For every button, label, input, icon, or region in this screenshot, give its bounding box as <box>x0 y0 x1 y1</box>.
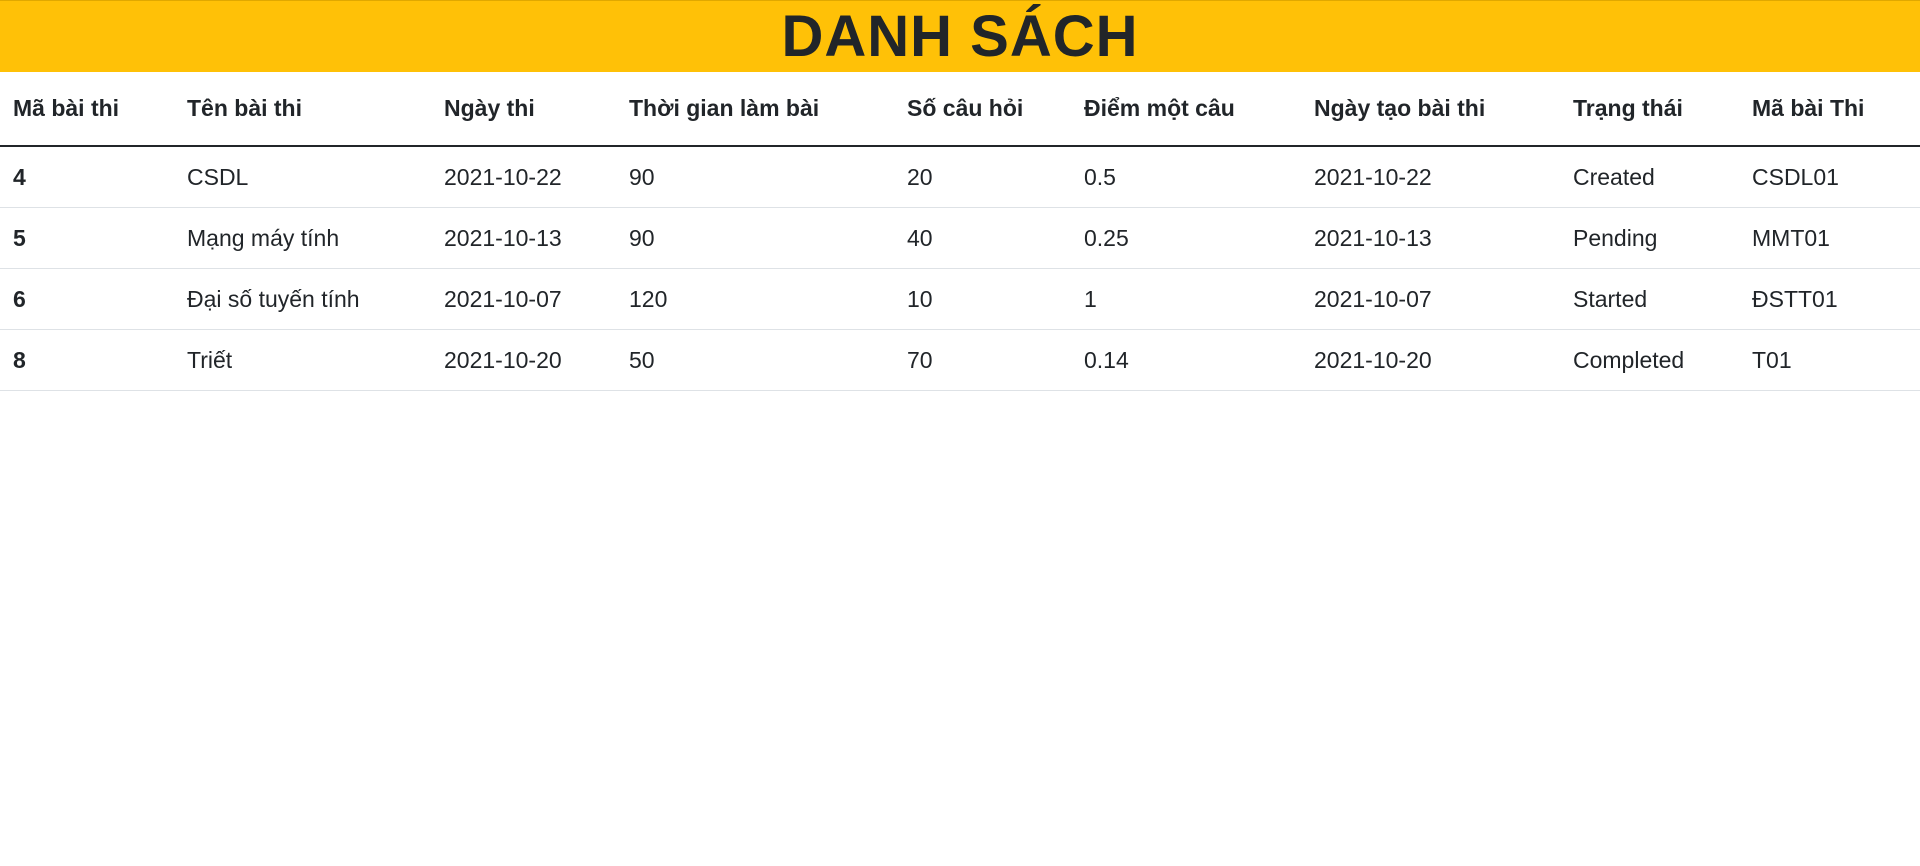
table-body: 4 CSDL 2021-10-22 90 20 0.5 2021-10-22 C… <box>0 146 1920 391</box>
cell-exam-date: 2021-10-07 <box>431 268 616 330</box>
cell-duration: 120 <box>616 268 894 330</box>
cell-exam-name: Đại số tuyến tính <box>174 268 431 330</box>
table-row: 6 Đại số tuyến tính 2021-10-07 120 10 1 … <box>0 268 1920 330</box>
column-header-exam-date: Ngày thi <box>431 72 616 147</box>
cell-exam-date: 2021-10-13 <box>431 207 616 269</box>
cell-exam-code: ĐSTT01 <box>1739 268 1920 330</box>
page-title: DANH SÁCH <box>781 3 1139 69</box>
cell-exam-name: CSDL <box>174 146 431 208</box>
header-row: Mã bài thi Tên bài thi Ngày thi Thời gia… <box>0 72 1920 147</box>
cell-exam-code: MMT01 <box>1739 207 1920 269</box>
cell-duration: 90 <box>616 146 894 208</box>
cell-exam-name: Mạng máy tính <box>174 207 431 269</box>
cell-question-count: 10 <box>894 268 1071 330</box>
cell-exam-code: CSDL01 <box>1739 146 1920 208</box>
cell-duration: 50 <box>616 329 894 391</box>
table-row: 5 Mạng máy tính 2021-10-13 90 40 0.25 20… <box>0 207 1920 269</box>
exam-list-table: Mã bài thi Tên bài thi Ngày thi Thời gia… <box>0 72 1920 391</box>
cell-exam-date: 2021-10-20 <box>431 329 616 391</box>
column-header-exam-name: Tên bài thi <box>174 72 431 147</box>
table-header: Mã bài thi Tên bài thi Ngày thi Thời gia… <box>0 72 1920 147</box>
cell-question-count: 70 <box>894 329 1071 391</box>
cell-created-date: 2021-10-07 <box>1301 268 1560 330</box>
column-header-points-per-question: Điểm một câu <box>1071 72 1301 147</box>
cell-status: Completed <box>1560 329 1739 391</box>
cell-status: Created <box>1560 146 1739 208</box>
cell-exam-id: 4 <box>0 146 174 208</box>
page-header: DANH SÁCH <box>0 0 1920 72</box>
cell-points-per-question: 0.25 <box>1071 207 1301 269</box>
cell-points-per-question: 0.5 <box>1071 146 1301 208</box>
cell-created-date: 2021-10-20 <box>1301 329 1560 391</box>
cell-created-date: 2021-10-13 <box>1301 207 1560 269</box>
cell-status: Pending <box>1560 207 1739 269</box>
column-header-duration: Thời gian làm bài <box>616 72 894 147</box>
cell-question-count: 20 <box>894 146 1071 208</box>
cell-created-date: 2021-10-22 <box>1301 146 1560 208</box>
column-header-question-count: Số câu hỏi <box>894 72 1071 147</box>
table-row: 8 Triết 2021-10-20 50 70 0.14 2021-10-20… <box>0 329 1920 391</box>
column-header-exam-id: Mã bài thi <box>0 72 174 147</box>
column-header-created-date: Ngày tạo bài thi <box>1301 72 1560 147</box>
cell-exam-id: 8 <box>0 329 174 391</box>
cell-exam-date: 2021-10-22 <box>431 146 616 208</box>
cell-points-per-question: 1 <box>1071 268 1301 330</box>
table-row: 4 CSDL 2021-10-22 90 20 0.5 2021-10-22 C… <box>0 146 1920 208</box>
cell-exam-code: T01 <box>1739 329 1920 391</box>
cell-exam-name: Triết <box>174 329 431 391</box>
cell-status: Started <box>1560 268 1739 330</box>
cell-exam-id: 6 <box>0 268 174 330</box>
cell-exam-id: 5 <box>0 207 174 269</box>
cell-points-per-question: 0.14 <box>1071 329 1301 391</box>
cell-duration: 90 <box>616 207 894 269</box>
column-header-status: Trạng thái <box>1560 72 1739 147</box>
cell-question-count: 40 <box>894 207 1071 269</box>
column-header-exam-code: Mã bài Thi <box>1739 72 1920 147</box>
